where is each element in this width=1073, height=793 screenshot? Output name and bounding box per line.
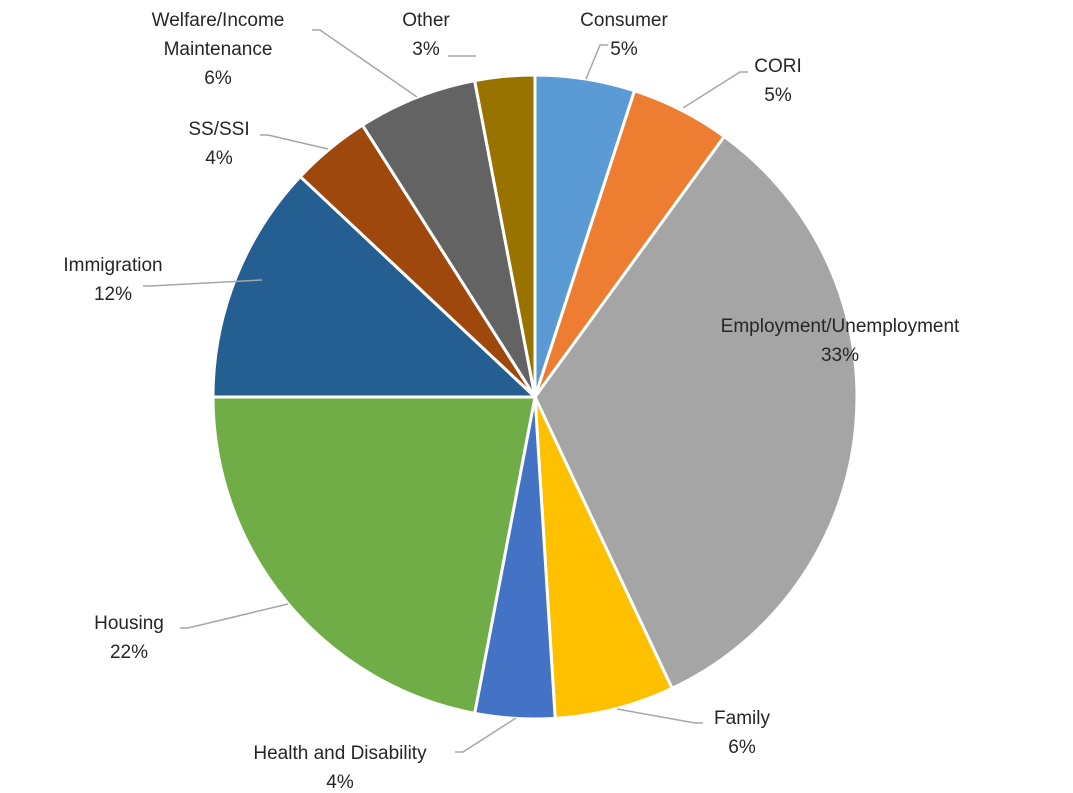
data-labels-layer: Consumer 5% CORI 5% Employment/Unemployment 3… — [63, 10, 960, 793]
data-label-welfare-income-maintenance: Welfare/Income Maintenance 6% — [152, 10, 285, 89]
data-label-other: Other 3% — [402, 10, 450, 60]
pie-slice-immigration — [211, 175, 537, 399]
data-label-health-and-disability: Health and Disability 4% — [253, 743, 427, 793]
slices-layer — [211, 73, 859, 721]
data-label-category: CORI — [754, 56, 802, 77]
pie-slice-other — [473, 73, 537, 399]
leader-line-health-and-disability — [455, 717, 517, 753]
data-label-category: Family — [714, 708, 770, 729]
data-label-category: Employment/Unemployment — [721, 316, 960, 337]
data-label-ss-ssi: SS/SSI 4% — [188, 119, 249, 169]
data-label-value: 5% — [610, 39, 638, 60]
data-label-cori: CORI 5% — [754, 56, 802, 106]
data-label-value: 6% — [204, 68, 232, 89]
leader-line-welfare-income-maintenance — [312, 29, 418, 98]
pie-slice-housing — [211, 395, 537, 715]
data-label-value: 22% — [110, 642, 148, 663]
leader-line-family — [616, 708, 703, 724]
data-label-value: 33% — [821, 345, 859, 366]
data-label-category: Housing — [94, 613, 164, 634]
pie-slice-employment-unemployment — [533, 135, 859, 690]
data-label-employment-unemployment: Employment/Unemployment 33% — [721, 316, 960, 366]
data-label-immigration: Immigration 12% — [63, 255, 162, 305]
data-label-value: 3% — [412, 39, 440, 60]
data-label-category: SS/SSI — [188, 119, 249, 140]
leader-line-cori — [682, 71, 748, 109]
data-label-category: Health and Disability — [253, 743, 427, 764]
data-label-family: Family 6% — [714, 708, 770, 758]
data-label-housing: Housing 22% — [94, 613, 164, 663]
data-label-category: Welfare/Income — [152, 10, 285, 31]
data-label-category: Other — [402, 10, 450, 31]
leader-lines-layer — [143, 29, 748, 753]
data-label-category: Immigration — [63, 255, 162, 276]
data-label-value: 4% — [205, 148, 233, 169]
data-label-category: Maintenance — [164, 39, 273, 60]
data-label-value: 4% — [326, 772, 354, 793]
data-label-consumer: Consumer 5% — [580, 10, 668, 60]
leader-line-immigration — [143, 279, 263, 287]
data-label-category: Consumer — [580, 10, 668, 31]
data-label-value: 12% — [94, 284, 132, 305]
data-label-value: 6% — [728, 737, 756, 758]
leader-line-consumer — [585, 44, 608, 80]
leader-line-ss-ssi — [260, 134, 329, 150]
pie-slice-family — [533, 395, 674, 720]
data-label-value: 5% — [764, 85, 792, 106]
leader-line-housing — [180, 603, 289, 629]
pie-slice-welfare-income-maintenance — [360, 79, 537, 399]
